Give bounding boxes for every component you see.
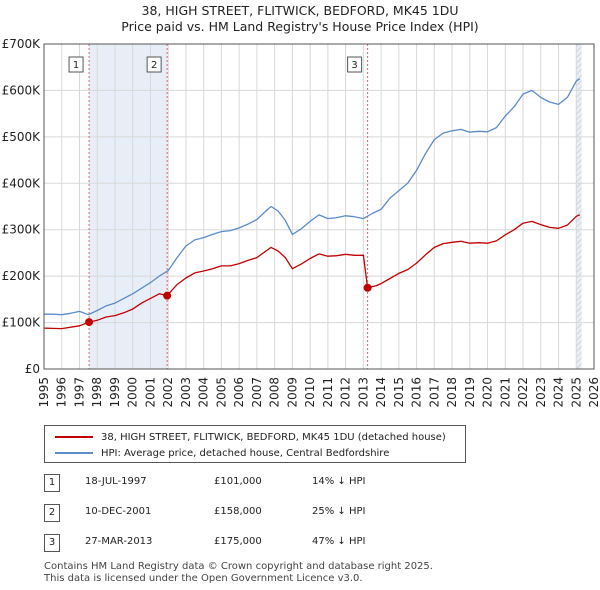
x-tick-label: 2008 (268, 377, 282, 408)
chart-title: 38, HIGH STREET, FLITWICK, BEDFORD, MK45… (141, 3, 459, 18)
legend-item-hpi: HPI: Average price, detached house, Cent… (55, 445, 389, 461)
property-series-line (43, 214, 581, 330)
sale-marker-box-label: 3 (351, 60, 357, 71)
sale-date: 18-JUL-1997 (85, 476, 147, 487)
legend-label-property: 38, HIGH STREET, FLITWICK, BEDFORD, MK45… (101, 431, 446, 443)
sale-point (163, 291, 172, 300)
x-tick-label: 2022 (516, 377, 530, 408)
x-tick-label: 2014 (374, 377, 388, 408)
x-tick-label: 2023 (534, 377, 548, 408)
series-lines (43, 78, 581, 330)
sale-price: £101,000 (214, 476, 262, 487)
sale-hpi-diff: 47% ↓ HPI (312, 536, 366, 547)
footer-copyright: Contains HM Land Registry data © Crown c… (44, 561, 433, 572)
sale-marker-box (347, 56, 363, 73)
table-row: 2 10-DEC-2001 £158,000 25% ↓ HPI (44, 504, 444, 522)
x-tick-label: 2021 (498, 377, 512, 408)
sale-number-badge: 2 (44, 504, 60, 522)
x-tick-label: 2002 (161, 377, 175, 408)
x-tick-label: 2006 (232, 377, 246, 408)
x-tick-label: 2005 (214, 377, 228, 408)
sale-point (85, 318, 94, 327)
y-tick-label: £100K (2, 316, 42, 330)
x-tick-label: 2016 (410, 377, 424, 408)
x-tick-label: 2004 (197, 377, 211, 408)
x-tick-label: 2024 (552, 377, 566, 408)
legend-swatch-property (55, 436, 93, 438)
x-tick-label: 2007 (250, 377, 264, 408)
table-row: 1 18-JUL-1997 £101,000 14% ↓ HPI (44, 474, 444, 492)
sale-point (363, 283, 372, 292)
y-tick-label: £300K (2, 223, 42, 237)
y-tick-label: £400K (2, 176, 42, 190)
price-chart: 1 2 3 £0 £100K £200K £300K £400K £500K £600K £700… (2, 37, 600, 408)
x-tick-label: 2015 (392, 377, 406, 408)
shaded-periods (44, 44, 594, 369)
x-tick-label: 1995 (37, 377, 51, 408)
sale-markers: 1 2 3 (68, 44, 372, 369)
x-tick-label: 2012 (339, 377, 353, 408)
x-tick-label: 2003 (179, 377, 193, 408)
x-tick-label: 2017 (427, 377, 441, 408)
legend-swatch-hpi (55, 452, 93, 454)
x-tick-label: 2001 (143, 377, 157, 408)
y-tick-label: £600K (2, 83, 42, 97)
x-tick-label: 1999 (108, 377, 122, 408)
x-tick-label: 2000 (126, 377, 140, 408)
legend-item-property: 38, HIGH STREET, FLITWICK, BEDFORD, MK45… (55, 429, 446, 445)
sale-number-badge: 1 (44, 474, 60, 492)
sale-hpi-diff: 25% ↓ HPI (312, 506, 366, 517)
sale-price: £175,000 (214, 536, 262, 547)
y-tick-label: £500K (2, 130, 42, 144)
x-tick-label: 1997 (72, 377, 86, 408)
sale-date: 27-MAR-2013 (85, 536, 153, 547)
y-tick-label: £0 (25, 362, 40, 376)
sale-date: 10-DEC-2001 (85, 506, 152, 517)
sale-price: £158,000 (214, 506, 262, 517)
table-row: 3 27-MAR-2013 £175,000 47% ↓ HPI (44, 534, 444, 552)
x-tick-label: 2020 (481, 377, 495, 408)
chart-title-block: 38, HIGH STREET, FLITWICK, BEDFORD, MK45… (0, 3, 600, 35)
legend-label-hpi: HPI: Average price, detached house, Cent… (101, 447, 390, 459)
axes: £0 £100K £200K £300K £400K £500K £600K £700K 199… (2, 37, 600, 408)
footer-licence: This data is licensed under the Open Gov… (44, 573, 363, 584)
sale-marker-box-label: 2 (151, 60, 157, 71)
y-tick-label: £200K (2, 269, 42, 283)
x-tick-label: 2009 (285, 377, 299, 408)
shaded-period (89, 44, 168, 369)
x-tick-label: 2013 (356, 377, 370, 408)
sale-marker-box-label: 1 (73, 60, 79, 71)
x-tick-label: 1998 (90, 377, 104, 408)
y-tick-label: £700K (2, 37, 42, 51)
sale-hpi-diff: 14% ↓ HPI (312, 476, 366, 487)
x-tick-label: 2010 (303, 377, 317, 408)
x-tick-label: 2018 (445, 377, 459, 408)
chart-subtitle: Price paid vs. HM Land Registry's House … (121, 19, 479, 34)
x-tick-label: 1996 (55, 377, 69, 408)
legend: 38, HIGH STREET, FLITWICK, BEDFORD, MK45… (44, 425, 466, 463)
x-tick-label: 2026 (587, 377, 600, 408)
x-tick-label: 2019 (463, 377, 477, 408)
sale-number-badge: 3 (44, 534, 60, 552)
x-tick-label: 2025 (569, 377, 583, 408)
future-hatch (576, 44, 582, 369)
plot-frame (43, 43, 595, 370)
sale-marker-box (68, 56, 84, 73)
x-tick-label: 2011 (321, 377, 335, 408)
sale-marker-box (146, 56, 162, 73)
hpi-series-line (44, 78, 581, 316)
footer: Contains HM Land Registry data © Crown c… (44, 561, 433, 585)
